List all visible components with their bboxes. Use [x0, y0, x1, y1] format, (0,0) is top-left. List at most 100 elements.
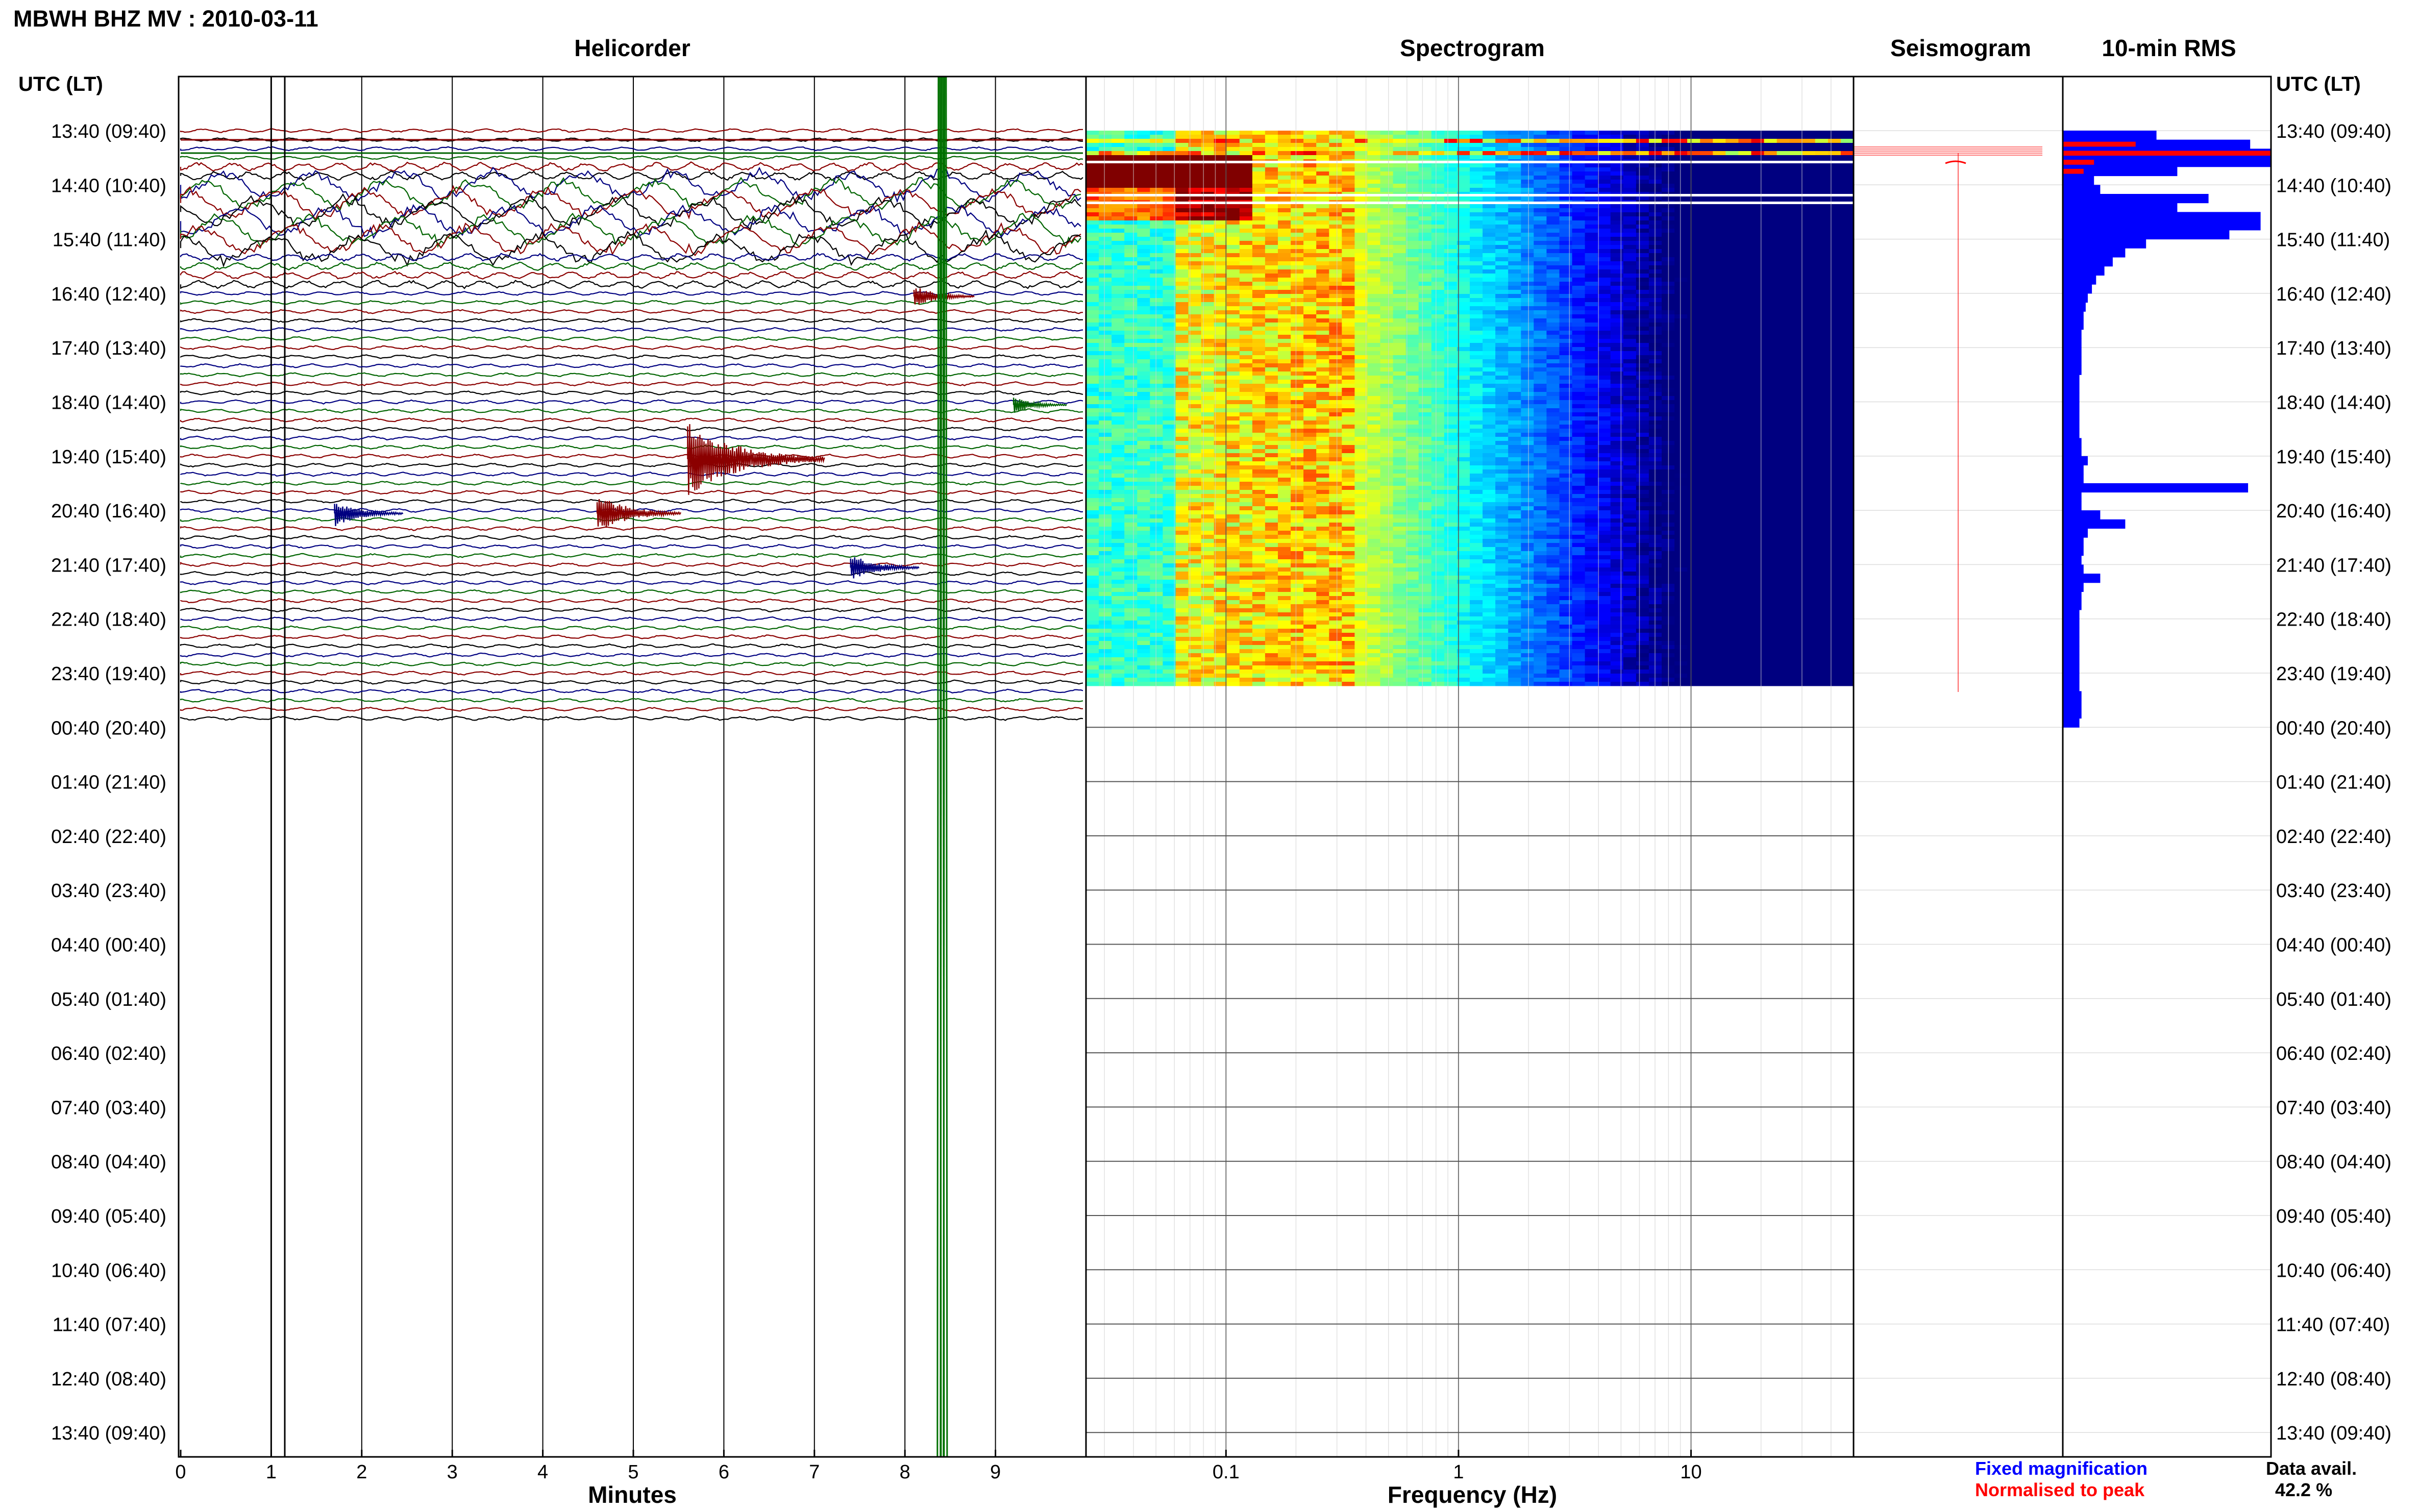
- spectrogram-cell: [1713, 376, 1726, 380]
- spectrogram-cell: [1329, 212, 1342, 217]
- spectrogram-cell: [1648, 208, 1662, 213]
- spectrogram-cell: [1559, 404, 1573, 409]
- spectrogram-cell: [1764, 253, 1778, 258]
- spectrogram-cell: [1393, 408, 1406, 413]
- spectrogram-cell: [1239, 253, 1253, 258]
- spectrogram-cell: [1457, 331, 1470, 335]
- spectrogram-cell: [1674, 453, 1688, 458]
- spectrogram-cell: [1623, 363, 1637, 368]
- spectrogram-cell: [1431, 286, 1445, 290]
- spectrogram-cell: [1713, 180, 1726, 184]
- spectrogram-cell: [1239, 367, 1253, 372]
- spectrogram-cell: [1534, 404, 1547, 409]
- spectrogram-cell: [1278, 351, 1291, 356]
- spectrogram-cell: [1521, 269, 1534, 274]
- spectrogram-cell: [1137, 147, 1150, 152]
- spectrogram-cell: [1610, 310, 1624, 315]
- spectrogram-cell: [1470, 155, 1483, 160]
- spectrogram-cell: [1648, 290, 1662, 294]
- spectrogram-cell: [1559, 343, 1573, 348]
- spectrogram-cell: [1380, 294, 1394, 299]
- helicorder-spike: [945, 76, 948, 1457]
- helicorder-trace: [180, 317, 1083, 324]
- spectrogram-cell: [1559, 347, 1573, 352]
- spectrogram-cell: [1086, 323, 1099, 327]
- spectrogram-cell: [1444, 180, 1458, 184]
- spectrogram-cell: [1163, 359, 1176, 364]
- spectrogram-cell: [1546, 257, 1560, 262]
- spectrogram-cell: [1112, 335, 1125, 339]
- spectrogram-cell: [1418, 412, 1432, 417]
- spectrogram-cell: [1828, 155, 1841, 160]
- spectrogram-cell: [1687, 327, 1700, 331]
- spectrogram-cell: [1367, 331, 1381, 335]
- spectrogram-cell: [1508, 355, 1521, 360]
- spectrogram-cell: [1636, 359, 1649, 364]
- spectrogram-cell: [1393, 171, 1406, 176]
- spectrogram-cell: [1303, 196, 1317, 201]
- spectrogram-cell: [1521, 457, 1534, 462]
- spectrogram-cell: [1636, 376, 1649, 380]
- spectrogram-cell: [1226, 380, 1240, 384]
- spectrogram-cell: [1534, 310, 1547, 315]
- spectrogram-cell: [1534, 437, 1547, 441]
- spectrogram-cell: [1687, 347, 1700, 352]
- spectrogram-cell: [1444, 380, 1458, 384]
- spectrogram-cell: [1764, 204, 1778, 209]
- spectrogram-cell: [1815, 131, 1829, 135]
- spectrogram-cell: [1815, 433, 1829, 437]
- spectrogram-cell: [1623, 371, 1637, 376]
- spectrogram-cell: [1559, 220, 1573, 225]
- spectrogram-cell: [1329, 294, 1342, 299]
- spectrogram-cell: [1483, 363, 1496, 368]
- spectrogram-cell: [1201, 343, 1215, 348]
- spectrogram-cell: [1163, 425, 1176, 429]
- spectrogram-cell: [1099, 420, 1112, 425]
- spectrogram-cell: [1610, 139, 1624, 143]
- spectrogram-cell: [1457, 449, 1470, 454]
- spectrogram-cell: [1354, 335, 1368, 339]
- spectrogram-cell: [1700, 453, 1713, 458]
- spectrogram-cell: [1738, 286, 1752, 290]
- spectrogram-cell: [1470, 171, 1483, 176]
- spectrogram-cell: [1163, 135, 1176, 139]
- spectrogram-cell: [1201, 257, 1215, 262]
- spectrogram-cell: [1137, 331, 1150, 335]
- spectrogram-cell: [1329, 441, 1342, 445]
- spectrogram-cell: [1367, 163, 1381, 168]
- spectrogram-cell: [1201, 388, 1215, 392]
- spectrogram-cell: [1278, 233, 1291, 237]
- spectrogram-cell: [1610, 392, 1624, 396]
- spectrogram-cell: [1840, 269, 1854, 274]
- spectrogram-cell: [1623, 171, 1637, 176]
- spectrogram-cell: [1815, 282, 1829, 286]
- spectrogram-cell: [1789, 237, 1803, 241]
- spectrogram-cell: [1354, 176, 1368, 180]
- spectrogram-cell: [1354, 257, 1368, 262]
- spectrogram-cell: [1648, 429, 1662, 433]
- spectrogram-cell: [1086, 278, 1099, 282]
- spectrogram-cell: [1150, 229, 1163, 233]
- spectrogram-cell: [1329, 163, 1342, 168]
- spectrogram-cell: [1725, 204, 1739, 209]
- spectrogram-cell: [1137, 339, 1150, 343]
- spectrogram-cell: [1572, 412, 1586, 417]
- spectrogram-cell: [1802, 290, 1816, 294]
- spectrogram-cell: [1291, 135, 1304, 139]
- spectrogram-cell: [1623, 355, 1637, 360]
- spectrogram-cell: [1687, 363, 1700, 368]
- spectrogram-cell: [1393, 384, 1406, 388]
- spectrogram-cell: [1585, 237, 1598, 241]
- spectrogram-cell: [1124, 151, 1138, 156]
- spectrogram-cell: [1751, 135, 1765, 139]
- spectrogram-cell: [1725, 208, 1739, 213]
- spectrogram-cell: [1713, 355, 1726, 360]
- spectrogram-cell: [1636, 278, 1649, 282]
- spectrogram-cell: [1495, 408, 1509, 413]
- spectrogram-cell: [1316, 184, 1329, 188]
- helicorder-trace: [180, 390, 1083, 395]
- spectrogram-cell: [1380, 220, 1394, 225]
- spectrogram-cell: [1393, 261, 1406, 266]
- spectrogram-cell: [1751, 265, 1765, 270]
- spectrogram-cell: [1457, 220, 1470, 225]
